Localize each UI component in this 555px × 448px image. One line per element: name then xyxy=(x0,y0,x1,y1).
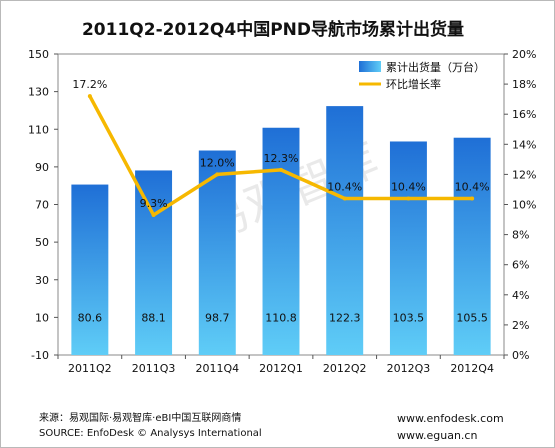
y-right-tick-label: 0% xyxy=(512,349,529,362)
bar xyxy=(453,137,491,355)
line-point xyxy=(470,196,475,201)
y-left-tick-label: 150 xyxy=(28,48,49,61)
legend-bar-label: 累计出货量（万台） xyxy=(386,60,485,74)
y-right-tick-label: 18% xyxy=(512,78,536,91)
bar xyxy=(326,106,364,355)
url-eguan: www.eguan.cn xyxy=(397,429,478,442)
line-value-label: 10.4% xyxy=(455,180,490,193)
line-value-label: 10.4% xyxy=(391,180,426,193)
line-point xyxy=(279,167,283,172)
y-right-tick-label: 14% xyxy=(512,138,536,151)
x-tick-label: 2011Q3 xyxy=(132,362,176,375)
legend: 累计出货量（万台） 环比增长率 xyxy=(359,60,485,91)
bar-value-label: 103.5 xyxy=(393,311,425,324)
y-left-tick-label: 10 xyxy=(35,311,49,324)
bar xyxy=(262,127,300,356)
x-tick-label: 2012Q1 xyxy=(259,362,303,375)
y-right-tick-label: 6% xyxy=(512,259,529,272)
y-left-tick-label: 130 xyxy=(28,86,49,99)
line-value-label: 17.2% xyxy=(72,78,107,91)
line-value-label: 12.0% xyxy=(200,156,235,169)
line-value-label: 12.3% xyxy=(264,152,299,165)
x-tick-label: 2011Q2 xyxy=(68,362,112,375)
x-tick-label: 2011Q4 xyxy=(195,362,239,375)
bar-value-label: 110.8 xyxy=(265,311,297,324)
source-cn: 来源：易观国际·易观智库·eBI中国互联网商情 xyxy=(39,413,242,424)
y-left-tick-label: 70 xyxy=(35,199,49,212)
bar-value-label: 122.3 xyxy=(329,311,361,324)
url-enfodesk: www.enfodesk.com xyxy=(397,412,504,425)
bar-value-label: 98.7 xyxy=(205,311,230,324)
line-value-label: 9.3% xyxy=(140,197,168,210)
legend-line-label: 环比增长率 xyxy=(386,77,441,91)
y-right-tick-label: 4% xyxy=(512,289,529,302)
y-left-tick-label: 30 xyxy=(35,274,49,287)
legend-bar-swatch xyxy=(359,61,381,72)
line-point xyxy=(215,172,220,177)
bar xyxy=(389,141,427,355)
y-right-tick-label: 16% xyxy=(512,108,536,121)
y-left-tick-label: -10 xyxy=(31,349,49,362)
bar-value-label: 88.1 xyxy=(141,311,166,324)
y-right-tick-label: 12% xyxy=(512,168,536,181)
line-point xyxy=(87,94,92,99)
chart-title: 2011Q2-2012Q4中国PND导航市场累计出货量 xyxy=(82,19,464,40)
x-tick-label: 2012Q4 xyxy=(450,362,494,375)
line-point xyxy=(406,196,411,201)
y-left-tick-label: 90 xyxy=(35,161,49,174)
line-point xyxy=(151,213,156,218)
x-tick-label: 2012Q2 xyxy=(323,362,367,375)
y-left-tick-label: 50 xyxy=(35,236,49,249)
bar-value-label: 105.5 xyxy=(456,311,488,324)
bar-value-label: 80.6 xyxy=(78,311,103,324)
bar xyxy=(71,184,109,355)
plot-area: 150 130 110 90 70 50 30 10 -10 20% 18% 16% 14% 12% 10%… xyxy=(28,48,536,375)
line-value-label: 10.4% xyxy=(327,180,362,193)
line-point xyxy=(342,196,347,201)
x-tick-label: 2012Q3 xyxy=(387,362,431,375)
y-right-tick-label: 10% xyxy=(512,199,536,212)
source-en: SOURCE: EnfoDesk © Analysys Internationa… xyxy=(39,428,262,439)
y-right-tick-label: 2% xyxy=(512,319,529,332)
bar xyxy=(198,150,236,355)
y-right-tick-label: 8% xyxy=(512,229,529,242)
y-right-tick-label: 20% xyxy=(512,48,536,61)
y-left-tick-label: 110 xyxy=(28,123,49,136)
bar xyxy=(135,170,173,355)
